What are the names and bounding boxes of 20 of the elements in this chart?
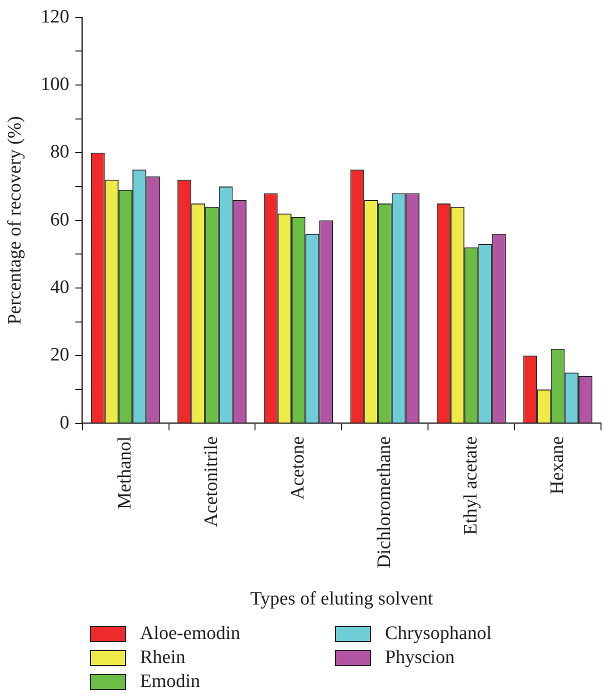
legend-label: Emodin bbox=[140, 671, 200, 693]
y-tick-label: 100 bbox=[40, 74, 70, 96]
legend-label: Aloe-emodin bbox=[140, 623, 240, 645]
legend-label: Chrysophanol bbox=[385, 623, 492, 645]
legend-label: Physcion bbox=[385, 647, 455, 669]
y-tick-label: 60 bbox=[50, 209, 70, 230]
x-tick-label: Acetonitrile bbox=[200, 436, 222, 528]
x-axis-title: Types of eluting solvent bbox=[250, 588, 434, 610]
x-tick-label: Acetone bbox=[287, 436, 308, 500]
x-tick-label: Methanol bbox=[114, 436, 136, 510]
y-tick-label: 0 bbox=[60, 412, 70, 434]
legend-label: Rhein bbox=[140, 647, 186, 669]
x-tick-label: Ethyl acetate bbox=[460, 436, 482, 535]
y-tick-label: 20 bbox=[50, 344, 70, 366]
y-axis-title: Percentage of recovery (%) bbox=[4, 116, 26, 325]
y-tick-label: 80 bbox=[50, 142, 70, 163]
y-tick-label: 40 bbox=[50, 276, 70, 298]
x-tick-label: Dichloromethane bbox=[374, 436, 395, 568]
y-tick-label: 120 bbox=[40, 6, 70, 28]
x-tick-label: Hexane bbox=[546, 436, 568, 494]
